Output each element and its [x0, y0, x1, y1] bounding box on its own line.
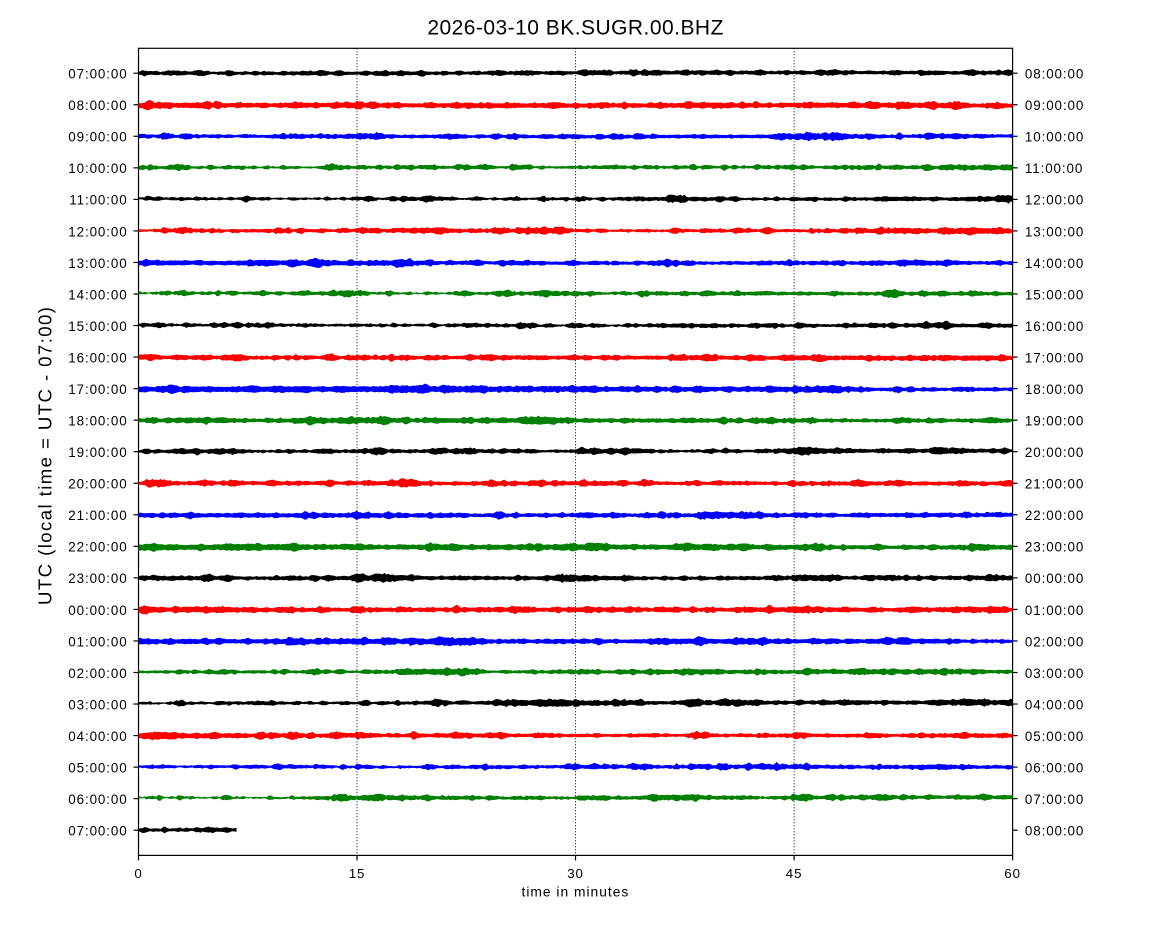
- svg-text:22:00:00: 22:00:00: [68, 540, 127, 555]
- svg-text:10:00:00: 10:00:00: [68, 161, 127, 176]
- svg-text:13:00:00: 13:00:00: [1025, 224, 1084, 239]
- svg-text:09:00:00: 09:00:00: [68, 130, 127, 145]
- svg-text:16:00:00: 16:00:00: [68, 350, 127, 365]
- svg-text:15:00:00: 15:00:00: [1025, 287, 1084, 302]
- svg-text:14:00:00: 14:00:00: [68, 287, 127, 302]
- svg-text:02:00:00: 02:00:00: [1025, 634, 1084, 649]
- svg-text:13:00:00: 13:00:00: [68, 256, 127, 271]
- svg-text:03:00:00: 03:00:00: [68, 697, 127, 712]
- svg-text:45: 45: [786, 866, 803, 881]
- svg-text:0: 0: [134, 866, 142, 881]
- svg-text:01:00:00: 01:00:00: [68, 634, 127, 649]
- svg-text:30: 30: [567, 866, 584, 881]
- svg-text:05:00:00: 05:00:00: [1025, 729, 1084, 744]
- svg-text:21:00:00: 21:00:00: [68, 508, 127, 523]
- svg-text:18:00:00: 18:00:00: [1025, 382, 1084, 397]
- svg-text:19:00:00: 19:00:00: [68, 445, 127, 460]
- svg-text:15: 15: [349, 866, 366, 881]
- svg-text:23:00:00: 23:00:00: [1025, 540, 1084, 555]
- svg-text:23:00:00: 23:00:00: [68, 571, 127, 586]
- svg-text:07:00:00: 07:00:00: [1025, 792, 1084, 807]
- svg-text:00:00:00: 00:00:00: [68, 603, 127, 618]
- svg-text:10:00:00: 10:00:00: [1025, 130, 1084, 145]
- svg-text:time in minutes: time in minutes: [522, 884, 630, 899]
- svg-text:09:00:00: 09:00:00: [1025, 98, 1084, 113]
- svg-text:08:00:00: 08:00:00: [68, 98, 127, 113]
- svg-text:15:00:00: 15:00:00: [68, 319, 127, 334]
- svg-text:14:00:00: 14:00:00: [1025, 256, 1084, 271]
- svg-text:08:00:00: 08:00:00: [1025, 824, 1084, 839]
- svg-text:22:00:00: 22:00:00: [1025, 508, 1084, 523]
- svg-text:12:00:00: 12:00:00: [1025, 193, 1084, 208]
- svg-text:04:00:00: 04:00:00: [68, 729, 127, 744]
- svg-text:17:00:00: 17:00:00: [1025, 350, 1084, 365]
- svg-text:2026-03-10 BK.SUGR.00.BHZ: 2026-03-10 BK.SUGR.00.BHZ: [427, 17, 724, 40]
- svg-text:01:00:00: 01:00:00: [1025, 603, 1084, 618]
- svg-text:21:00:00: 21:00:00: [1025, 477, 1084, 492]
- svg-text:00:00:00: 00:00:00: [1025, 571, 1084, 586]
- svg-text:11:00:00: 11:00:00: [69, 193, 127, 208]
- svg-text:18:00:00: 18:00:00: [68, 414, 127, 429]
- svg-text:19:00:00: 19:00:00: [1025, 414, 1084, 429]
- svg-text:60: 60: [1004, 866, 1021, 881]
- svg-text:12:00:00: 12:00:00: [68, 224, 127, 239]
- svg-text:06:00:00: 06:00:00: [68, 792, 127, 807]
- svg-text:11:00:00: 11:00:00: [1025, 161, 1083, 176]
- svg-text:08:00:00: 08:00:00: [1025, 67, 1084, 82]
- svg-text:20:00:00: 20:00:00: [68, 477, 127, 492]
- svg-text:04:00:00: 04:00:00: [1025, 697, 1084, 712]
- svg-text:03:00:00: 03:00:00: [1025, 666, 1084, 681]
- svg-text:05:00:00: 05:00:00: [68, 761, 127, 776]
- svg-text:02:00:00: 02:00:00: [68, 666, 127, 681]
- svg-text:16:00:00: 16:00:00: [1025, 319, 1084, 334]
- svg-text:07:00:00: 07:00:00: [68, 824, 127, 839]
- svg-text:17:00:00: 17:00:00: [68, 382, 127, 397]
- svg-text:06:00:00: 06:00:00: [1025, 761, 1084, 776]
- svg-text:UTC (local time = UTC - 07:00): UTC (local time = UTC - 07:00): [35, 306, 56, 605]
- svg-text:07:00:00: 07:00:00: [68, 67, 127, 82]
- svg-text:20:00:00: 20:00:00: [1025, 445, 1084, 460]
